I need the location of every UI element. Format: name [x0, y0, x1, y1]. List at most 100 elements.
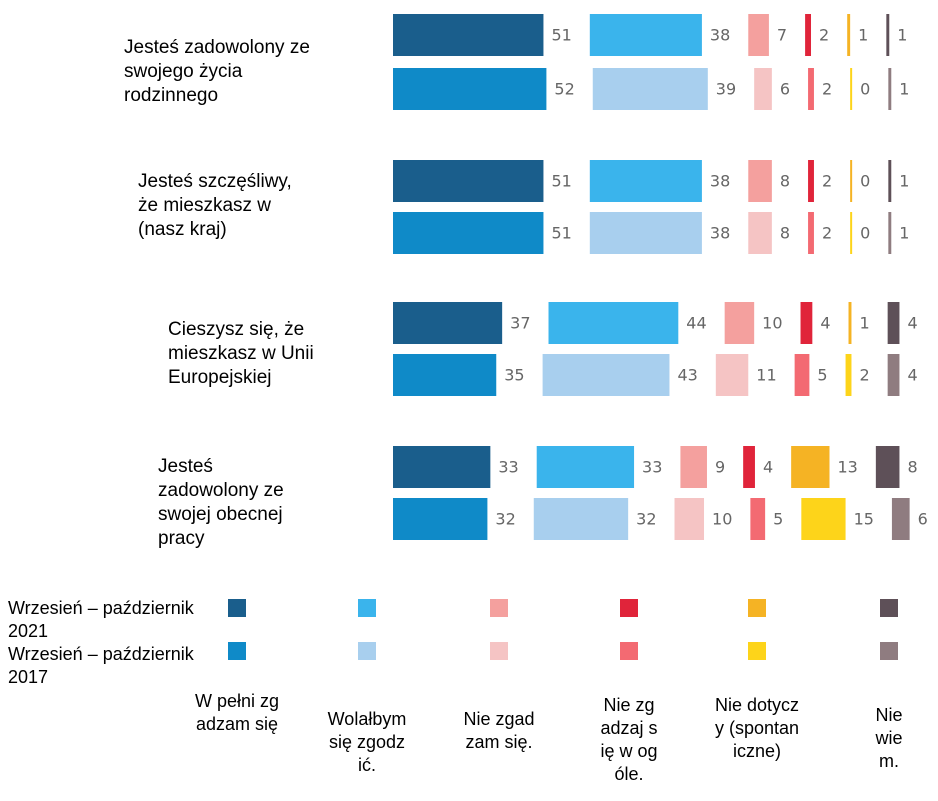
value-label: 1 [899, 224, 909, 243]
value-label: 2 [822, 172, 832, 191]
value-label: 38 [710, 224, 730, 243]
bar [791, 446, 830, 488]
bar [393, 446, 491, 488]
value-label: 4 [820, 314, 830, 333]
bar [533, 498, 629, 540]
bar [393, 160, 544, 202]
bar [754, 68, 772, 110]
value-label: 15 [854, 510, 874, 529]
bar [891, 498, 910, 540]
bar [393, 498, 488, 540]
legend-swatch [620, 599, 638, 617]
bar [548, 302, 679, 344]
value-label: 10 [712, 510, 732, 529]
bar [808, 68, 814, 110]
value-label: 6 [780, 80, 790, 99]
value-label: 51 [551, 224, 571, 243]
value-label: 44 [686, 314, 706, 333]
bar [724, 302, 755, 344]
question-label: Cieszysz się, że mieszkasz w Unii Europe… [168, 319, 314, 388]
value-label: 1 [899, 80, 909, 99]
value-label: 43 [677, 366, 697, 385]
value-label: 4 [763, 458, 773, 477]
bar [805, 14, 812, 56]
legend-swatch [228, 642, 246, 660]
bar [748, 212, 772, 254]
bar [848, 302, 852, 344]
legend-label: Nie zgadzam się. [463, 709, 535, 752]
value-label: 10 [762, 314, 782, 333]
legend-swatch [358, 642, 376, 660]
value-label: 8 [780, 224, 790, 243]
question-label: Jesteś zadowolony ze swojego życia rodzi… [124, 37, 310, 106]
legend-swatch [358, 599, 376, 617]
value-label: 1 [859, 314, 869, 333]
value-label: 32 [636, 510, 656, 529]
legend-swatch [490, 599, 508, 617]
legend-swatch [490, 642, 508, 660]
question-label: Jesteś zadowolony ze swojej obecnej prac… [158, 456, 284, 549]
legend-label: W pełni zgadzam się [194, 691, 280, 734]
bar [393, 14, 544, 56]
bar [800, 302, 813, 344]
legend-label: Nie dotyczy (spontaniczne) [714, 695, 800, 761]
bar [393, 68, 547, 110]
bar [748, 160, 772, 202]
value-label: 0 [860, 80, 870, 99]
value-label: 37 [510, 314, 530, 333]
legend-swatch [880, 642, 898, 660]
value-label: 4 [907, 314, 917, 333]
bar [845, 354, 852, 396]
bar [393, 302, 503, 344]
bar [592, 68, 708, 110]
value-label: 0 [860, 224, 870, 243]
value-label: 5 [773, 510, 783, 529]
bar [542, 354, 670, 396]
value-label: 33 [498, 458, 518, 477]
bar [875, 446, 900, 488]
bar [850, 212, 853, 254]
bar [750, 498, 766, 540]
value-label: 4 [907, 366, 917, 385]
bar [589, 160, 702, 202]
bar [536, 446, 635, 488]
bar [743, 446, 755, 488]
value-label: 2 [822, 80, 832, 99]
bar [801, 498, 846, 540]
value-label: 13 [837, 458, 857, 477]
legend-swatch [880, 599, 898, 617]
legend-group-label: Wrzesień – październik 2017 [8, 644, 194, 687]
bar [808, 212, 814, 254]
value-label: 11 [756, 366, 776, 385]
bar [794, 354, 810, 396]
value-label: 1 [897, 26, 907, 45]
value-label: 38 [710, 26, 730, 45]
value-label: 8 [907, 458, 917, 477]
value-label: 0 [860, 172, 870, 191]
value-label: 33 [642, 458, 662, 477]
legend-group-label: Wrzesień – październik 2021 [8, 598, 194, 641]
value-label: 8 [780, 172, 790, 191]
bar [850, 68, 853, 110]
value-label: 1 [858, 26, 868, 45]
value-label: 35 [504, 366, 524, 385]
legend-swatch [620, 642, 638, 660]
bar [589, 14, 702, 56]
bar [888, 68, 892, 110]
bar [808, 160, 814, 202]
value-label: 2 [822, 224, 832, 243]
value-label: 38 [710, 172, 730, 191]
bar [887, 302, 900, 344]
value-label: 39 [716, 80, 736, 99]
value-label: 51 [551, 172, 571, 191]
legend-swatch [748, 642, 766, 660]
bar [887, 354, 900, 396]
legend-label: Nie wiem. [875, 705, 903, 771]
value-label: 1 [899, 172, 909, 191]
bar [850, 160, 853, 202]
legend-swatch [748, 599, 766, 617]
bar [888, 212, 892, 254]
legend-swatch [228, 599, 246, 617]
value-label: 9 [715, 458, 725, 477]
